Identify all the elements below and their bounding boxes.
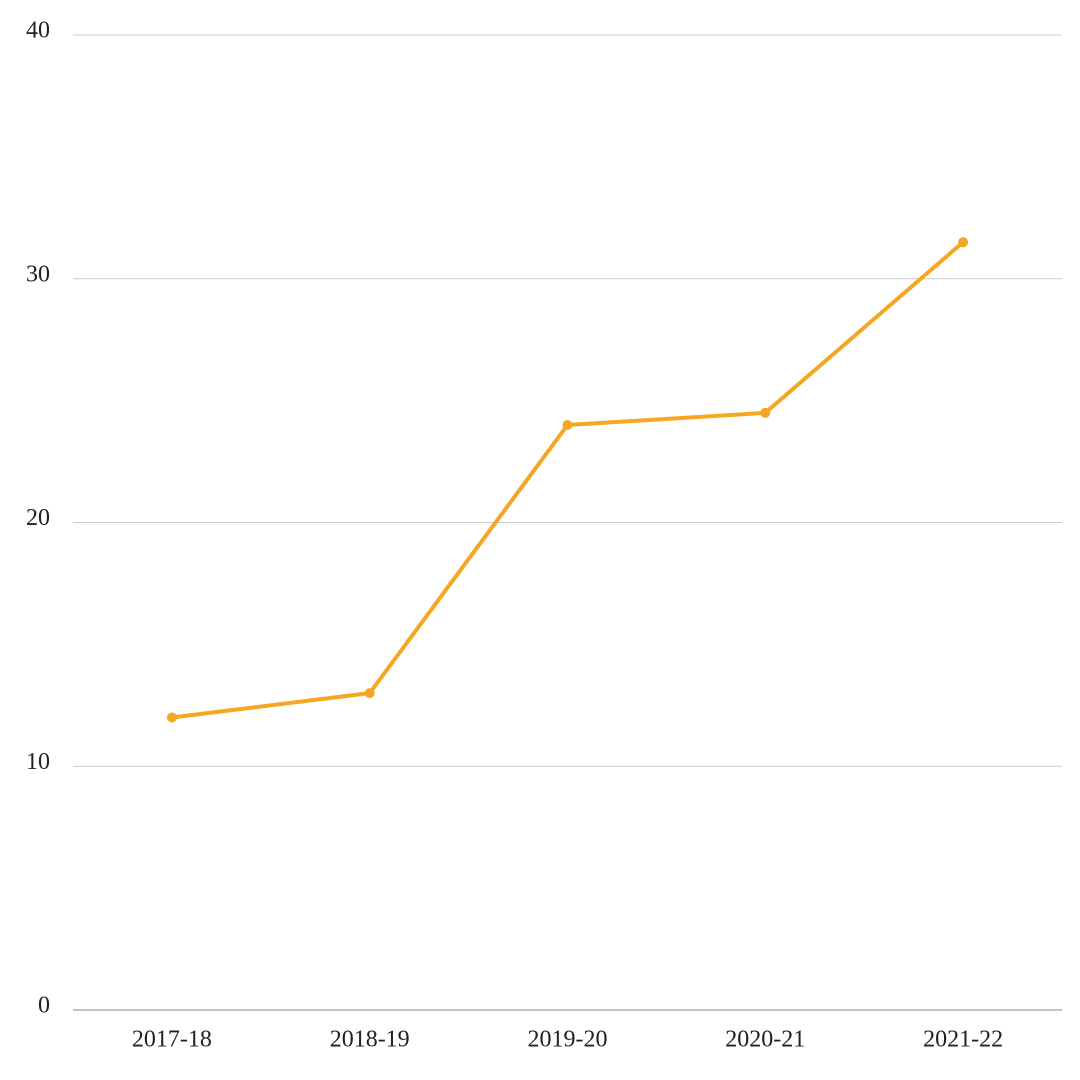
y-tick-label: 20 xyxy=(26,505,50,531)
point xyxy=(364,688,375,699)
x-tick-label: 2018-19 xyxy=(330,1027,410,1053)
point xyxy=(760,407,771,418)
x-tick-label: 2019-20 xyxy=(528,1027,608,1053)
line xyxy=(171,240,965,720)
x-tick-label: 2021-22 xyxy=(923,1027,1003,1053)
y-tick-label: 30 xyxy=(26,261,50,287)
point xyxy=(166,712,177,723)
point xyxy=(958,237,969,248)
y-tick-label: 10 xyxy=(26,749,50,775)
y-tick-label: 40 xyxy=(26,18,50,44)
x-tick-label: 2020-21 xyxy=(725,1027,805,1053)
point xyxy=(562,420,573,430)
y-tick-label: 0 xyxy=(38,993,50,1019)
x-tick-label: 2017-18 xyxy=(132,1027,212,1053)
